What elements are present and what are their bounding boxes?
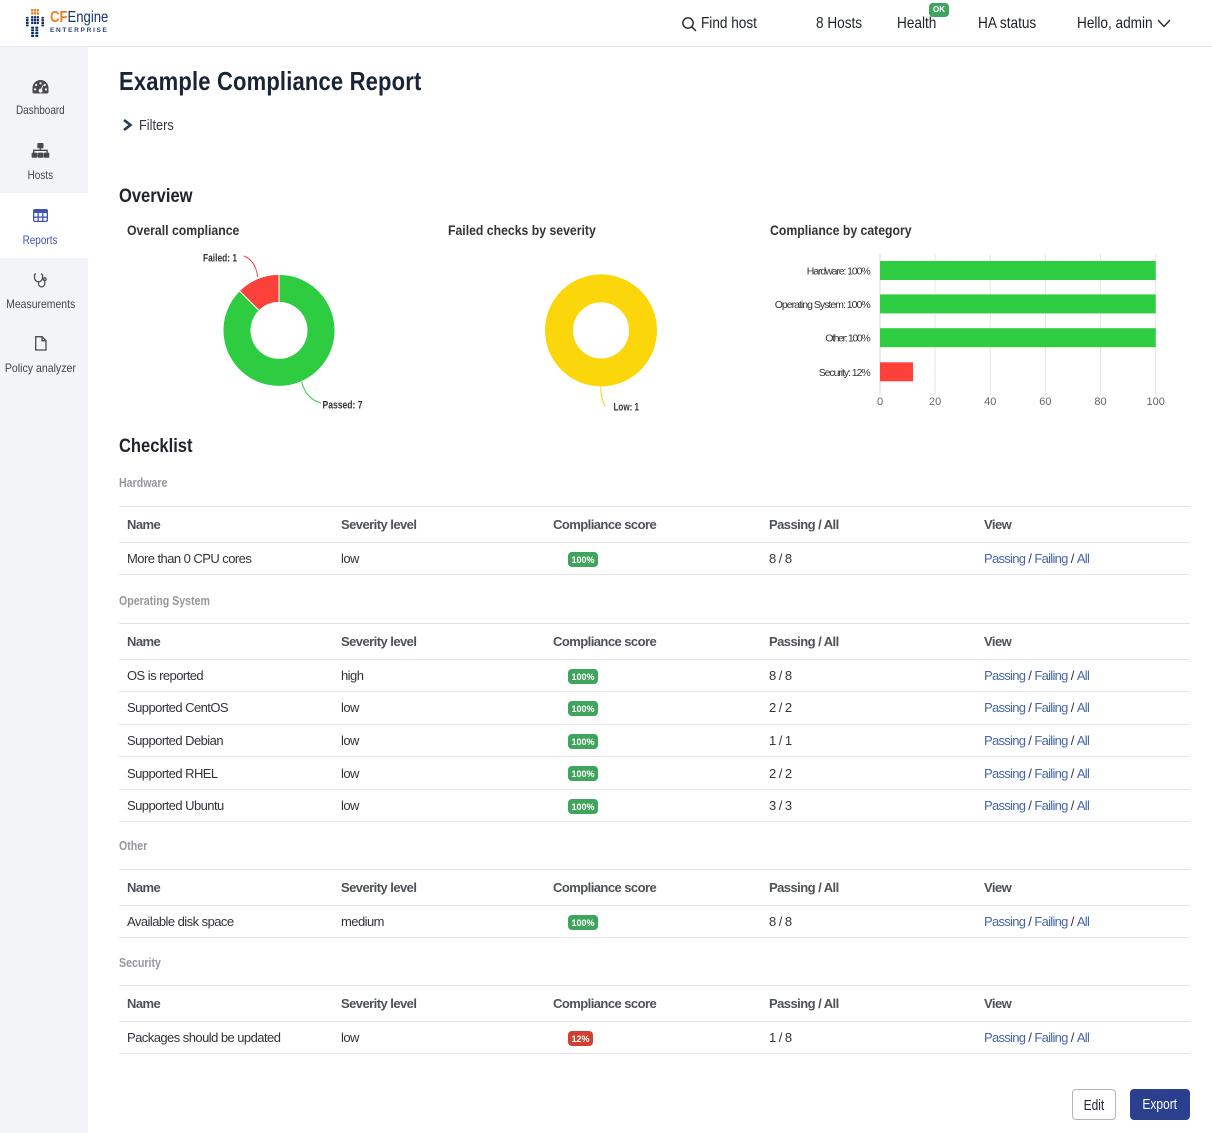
svg-text:60: 60 [1039, 396, 1051, 408]
svg-text:Hardware: 100%: Hardware: 100% [807, 266, 871, 278]
svg-text:Low: 1: Low: 1 [614, 402, 640, 414]
svg-text:Operating System: 100%: Operating System: 100% [775, 299, 871, 311]
svg-text:100: 100 [1147, 396, 1165, 408]
svg-text:Failed: 1: Failed: 1 [203, 253, 237, 265]
svg-text:Other: 100%: Other: 100% [825, 333, 871, 345]
svg-text:80: 80 [1094, 396, 1106, 408]
svg-text:20: 20 [929, 396, 941, 408]
svg-text:Passed: 7: Passed: 7 [323, 400, 363, 412]
svg-text:0: 0 [877, 396, 883, 408]
svg-text:40: 40 [984, 396, 996, 408]
svg-text:Security: 12%: Security: 12% [819, 367, 871, 379]
